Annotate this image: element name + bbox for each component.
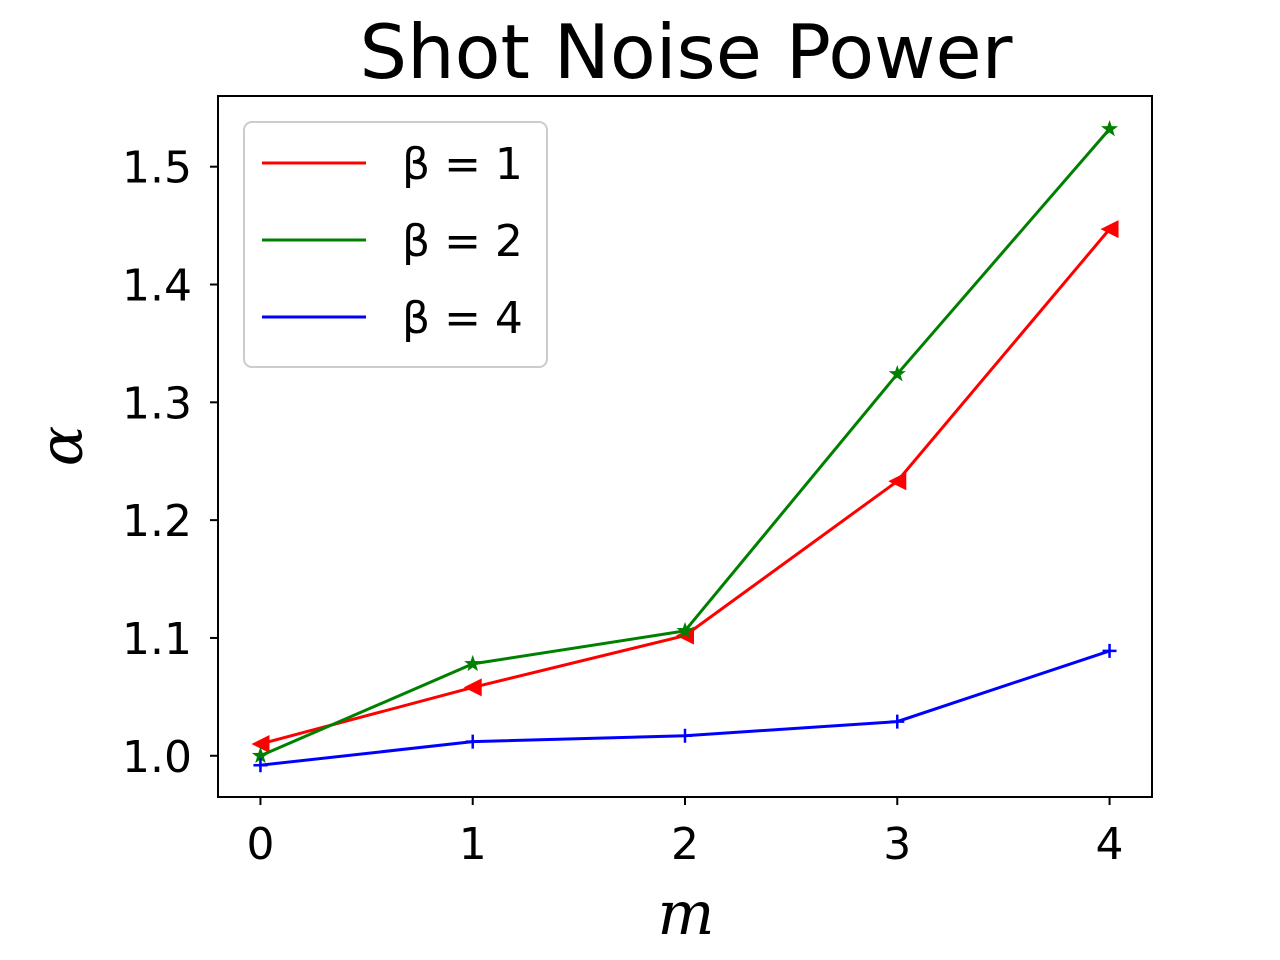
y-tick-label: 1.2	[122, 496, 192, 547]
data-point-0	[251, 734, 270, 753]
series-layer	[251, 119, 1119, 773]
legend-label: β = 1	[402, 139, 523, 190]
data-point-4	[1100, 119, 1119, 137]
data-point-2	[678, 728, 692, 743]
y-tick-label: 1.4	[122, 261, 192, 312]
data-point-3	[890, 714, 905, 729]
data-point-1	[463, 678, 482, 697]
x-tick-label: 0	[246, 819, 274, 870]
series-line	[260, 649, 1111, 767]
series-2	[251, 119, 1119, 764]
series-3	[253, 643, 1117, 773]
x-tick-label: 3	[883, 819, 911, 870]
legend-item: β = 4	[262, 293, 523, 344]
x-tick-label: 4	[1096, 819, 1124, 870]
legend-label: β = 2	[402, 216, 523, 267]
data-point-4	[1100, 220, 1119, 239]
data-point-4	[1102, 643, 1117, 658]
chart-title: Shot Noise Power	[360, 8, 1013, 96]
y-tick-label: 1.0	[122, 732, 192, 783]
x-tick-label: 1	[459, 819, 487, 870]
legend-item: β = 1	[262, 139, 523, 190]
y-tick-label: 1.5	[122, 143, 192, 194]
data-point-3	[888, 472, 907, 491]
legend-label: β = 4	[402, 293, 523, 344]
x-tick-label: 2	[671, 819, 699, 870]
data-point-0	[253, 758, 268, 773]
y-tick-label: 1.1	[122, 614, 192, 665]
plot-area-frame	[217, 95, 1153, 798]
data-point-0	[251, 746, 270, 764]
legend-item: β = 2	[262, 216, 523, 267]
data-point-1	[465, 734, 480, 749]
x-axis-label: m	[658, 879, 715, 949]
data-point-1	[464, 654, 482, 672]
legend: β = 1 β = 2 β = 4	[243, 121, 548, 368]
data-point-3	[888, 365, 906, 382]
data-point-2	[676, 621, 694, 639]
axis-ticks: 0 1 2 3 4 1.0 1.1 1.2 1.3 1.4 1.5	[122, 143, 1124, 870]
y-axis-label: α	[27, 426, 97, 467]
y-tick-label: 1.3	[122, 378, 192, 429]
legend-box	[243, 121, 548, 368]
